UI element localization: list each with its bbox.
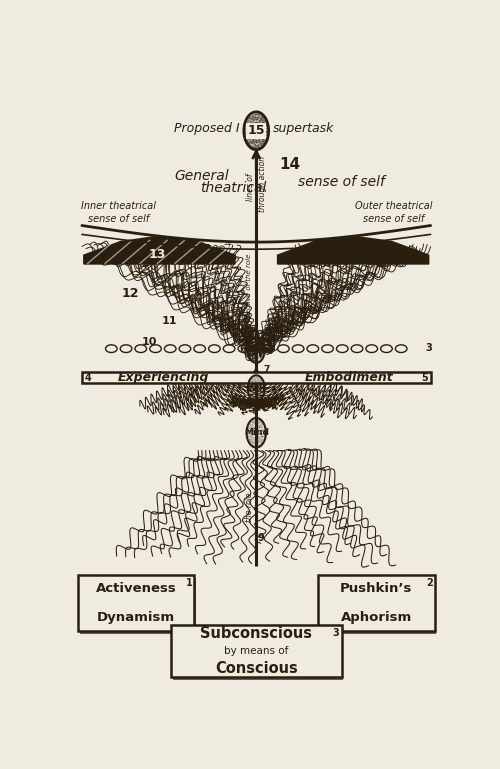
Text: sense of self: sense of self — [298, 175, 385, 189]
Text: 5: 5 — [422, 373, 428, 383]
FancyBboxPatch shape — [80, 578, 196, 634]
Text: Outer theatrical
sense of self: Outer theatrical sense of self — [355, 201, 432, 224]
Text: 1: 1 — [186, 578, 192, 588]
Text: 6: 6 — [251, 407, 258, 415]
Text: Proposed I: Proposed I — [174, 122, 240, 135]
Text: General: General — [174, 169, 230, 183]
Text: 14: 14 — [280, 157, 300, 172]
FancyBboxPatch shape — [173, 628, 344, 681]
Text: Embodiment: Embodiment — [305, 371, 394, 384]
Text: Inner theatrical
sense of self: Inner theatrical sense of self — [81, 201, 156, 224]
Text: perspective of the role: perspective of the role — [246, 254, 252, 333]
Text: through action: through action — [258, 156, 267, 212]
Text: supertask: supertask — [272, 122, 334, 135]
FancyBboxPatch shape — [320, 578, 436, 634]
Text: theatrical: theatrical — [200, 181, 266, 195]
Text: 4: 4 — [84, 373, 91, 383]
Text: Experiencing: Experiencing — [118, 371, 209, 384]
Polygon shape — [84, 236, 235, 264]
Text: 8: 8 — [263, 327, 270, 335]
Text: Aphorism: Aphorism — [341, 611, 412, 624]
FancyBboxPatch shape — [318, 575, 434, 631]
Text: Dynamism: Dynamism — [97, 611, 175, 624]
FancyBboxPatch shape — [82, 372, 430, 383]
Text: by means of: by means of — [224, 646, 288, 656]
Text: 13: 13 — [149, 248, 166, 261]
Text: Subconscious: Subconscious — [200, 627, 312, 641]
Text: 10: 10 — [142, 337, 158, 347]
Text: Activeness: Activeness — [96, 582, 176, 595]
Text: 3: 3 — [333, 628, 340, 638]
Text: 11: 11 — [162, 316, 177, 326]
Text: Will: Will — [246, 384, 266, 393]
Text: Conscious: Conscious — [215, 661, 298, 676]
Text: Feeling: Feeling — [239, 345, 274, 355]
Text: 7: 7 — [263, 365, 270, 375]
Text: 2: 2 — [426, 578, 432, 588]
Text: 12: 12 — [122, 287, 139, 300]
Polygon shape — [278, 236, 428, 264]
Text: 3: 3 — [426, 343, 432, 353]
Text: lines of: lines of — [246, 173, 254, 201]
FancyBboxPatch shape — [171, 625, 342, 677]
Text: 9: 9 — [258, 533, 264, 543]
Text: Pushkin’s: Pushkin’s — [340, 582, 412, 595]
Text: Mind: Mind — [244, 428, 269, 438]
Text: 15: 15 — [248, 125, 265, 138]
FancyBboxPatch shape — [78, 575, 194, 631]
Text: the role: the role — [245, 492, 254, 521]
